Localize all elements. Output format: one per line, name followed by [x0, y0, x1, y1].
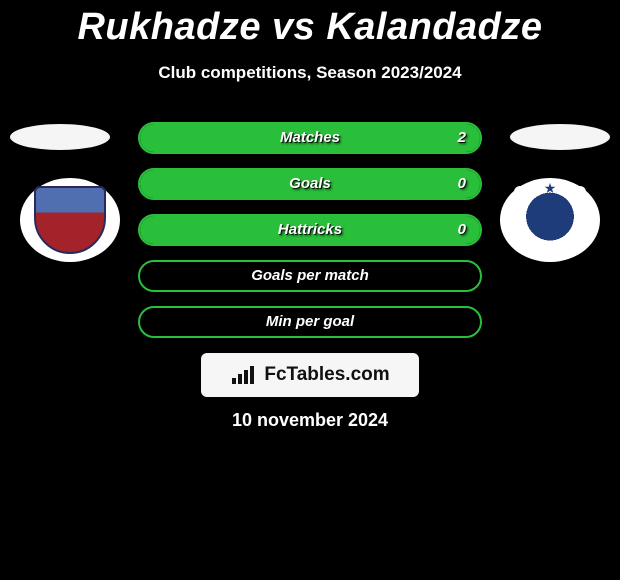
brand-label: FcTables.com: [264, 364, 389, 386]
stat-row-matches: Matches 2: [138, 122, 482, 154]
page-title: Rukhadze vs Kalandadze: [0, 0, 620, 49]
stat-row-min-per-goal: Min per goal: [138, 306, 482, 338]
stat-value: 0: [458, 170, 466, 198]
stat-row-goals-per-match: Goals per match: [138, 260, 482, 292]
page-subtitle: Club competitions, Season 2023/2024: [0, 63, 620, 83]
stat-label: Goals per match: [140, 262, 480, 290]
stats-panel: Matches 2 Goals 0 Hattricks 0 Goals per …: [138, 122, 482, 352]
stat-label: Goals: [140, 170, 480, 198]
stat-label: Min per goal: [140, 308, 480, 336]
stat-label: Hattricks: [140, 216, 480, 244]
stat-value: 2: [458, 124, 466, 152]
stat-row-hattricks: Hattricks 0: [138, 214, 482, 246]
club-badge-left: [20, 178, 120, 262]
bars-icon: [230, 364, 258, 386]
date-label: 10 november 2024: [0, 410, 620, 431]
club-badge-right: [500, 178, 600, 262]
shield-icon: [514, 186, 586, 254]
brand-box: FcTables.com: [201, 353, 419, 397]
stat-row-goals: Goals 0: [138, 168, 482, 200]
player-right-avatar: [510, 124, 610, 150]
player-left-avatar: [10, 124, 110, 150]
stat-value: 0: [458, 216, 466, 244]
stat-label: Matches: [140, 124, 480, 152]
shield-icon: [34, 186, 106, 254]
